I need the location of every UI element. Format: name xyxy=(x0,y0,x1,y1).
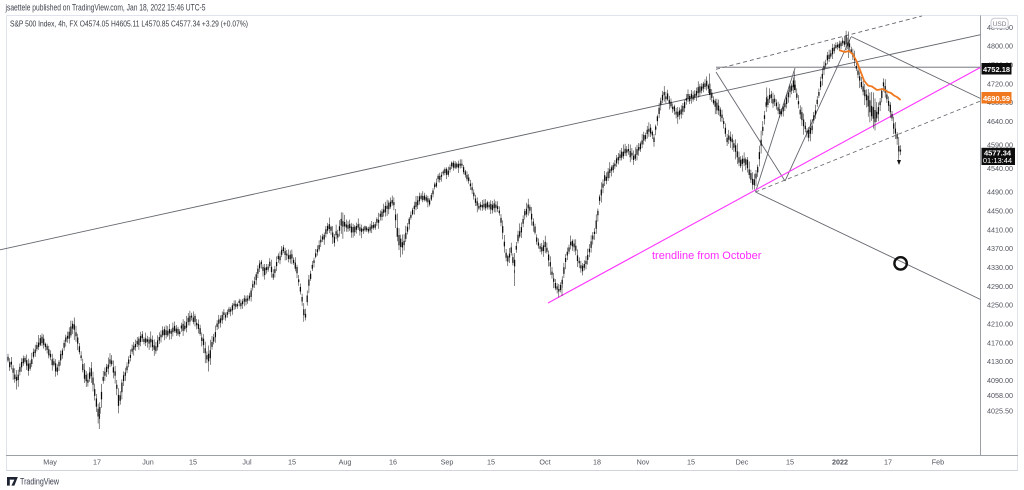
svg-text:4330.00: 4330.00 xyxy=(987,263,1013,272)
svg-text:4090.00: 4090.00 xyxy=(987,376,1013,385)
svg-text:4800.00: 4800.00 xyxy=(987,42,1013,51)
svg-text:17: 17 xyxy=(93,458,101,467)
svg-text:15: 15 xyxy=(687,458,695,467)
svg-text:4025.50: 4025.50 xyxy=(987,406,1013,415)
svg-text:S&P 500 Index, 4h, FX O4574.0: S&P 500 Index, 4h, FX O4574.05 H4605.11 … xyxy=(10,19,248,28)
svg-text:15: 15 xyxy=(786,458,794,467)
svg-text:18: 18 xyxy=(593,458,601,467)
svg-text:01:13:44: 01:13:44 xyxy=(983,156,1012,165)
svg-text:Jul: Jul xyxy=(242,458,252,467)
svg-text:4640.00: 4640.00 xyxy=(987,117,1013,126)
svg-text:May: May xyxy=(43,458,57,467)
svg-text:4540.00: 4540.00 xyxy=(987,164,1013,173)
svg-text:Nov: Nov xyxy=(637,458,650,467)
svg-text:jsaettele published on Trading: jsaettele published on TradingView.com, … xyxy=(5,2,206,12)
svg-text:USD: USD xyxy=(993,21,1007,28)
svg-text:2022: 2022 xyxy=(832,458,848,467)
svg-text:15: 15 xyxy=(189,458,197,467)
svg-text:TradingView: TradingView xyxy=(20,477,59,487)
svg-text:4130.00: 4130.00 xyxy=(987,357,1013,366)
svg-text:4210.00: 4210.00 xyxy=(987,320,1013,329)
svg-text:4410.00: 4410.00 xyxy=(987,225,1013,234)
svg-text:4250.00: 4250.00 xyxy=(987,301,1013,310)
svg-text:16: 16 xyxy=(389,458,397,467)
svg-text:Oct: Oct xyxy=(539,458,550,467)
svg-text:15: 15 xyxy=(288,458,296,467)
svg-text:Sep: Sep xyxy=(441,458,454,467)
svg-text:4590.00: 4590.00 xyxy=(987,141,1013,150)
svg-text:4290.00: 4290.00 xyxy=(987,282,1013,291)
svg-text:17: 17 xyxy=(884,458,892,467)
svg-text:Jun: Jun xyxy=(142,458,154,467)
svg-text:Feb: Feb xyxy=(932,458,944,467)
svg-text:4690.59: 4690.59 xyxy=(983,94,1010,103)
svg-text:Dec: Dec xyxy=(736,458,749,467)
svg-text:4450.00: 4450.00 xyxy=(987,207,1013,216)
svg-text:4370.00: 4370.00 xyxy=(987,244,1013,253)
svg-text:4752.18: 4752.18 xyxy=(983,65,1010,74)
svg-text:4490.00: 4490.00 xyxy=(987,188,1013,197)
svg-text:4058.00: 4058.00 xyxy=(987,391,1013,400)
svg-text:15: 15 xyxy=(487,458,495,467)
svg-text:4170.00: 4170.00 xyxy=(987,338,1013,347)
svg-text:4720.00: 4720.00 xyxy=(987,79,1013,88)
svg-text:trendline from October: trendline from October xyxy=(652,250,762,262)
svg-text:Aug: Aug xyxy=(339,458,352,467)
svg-text:4577.34: 4577.34 xyxy=(984,148,1012,157)
